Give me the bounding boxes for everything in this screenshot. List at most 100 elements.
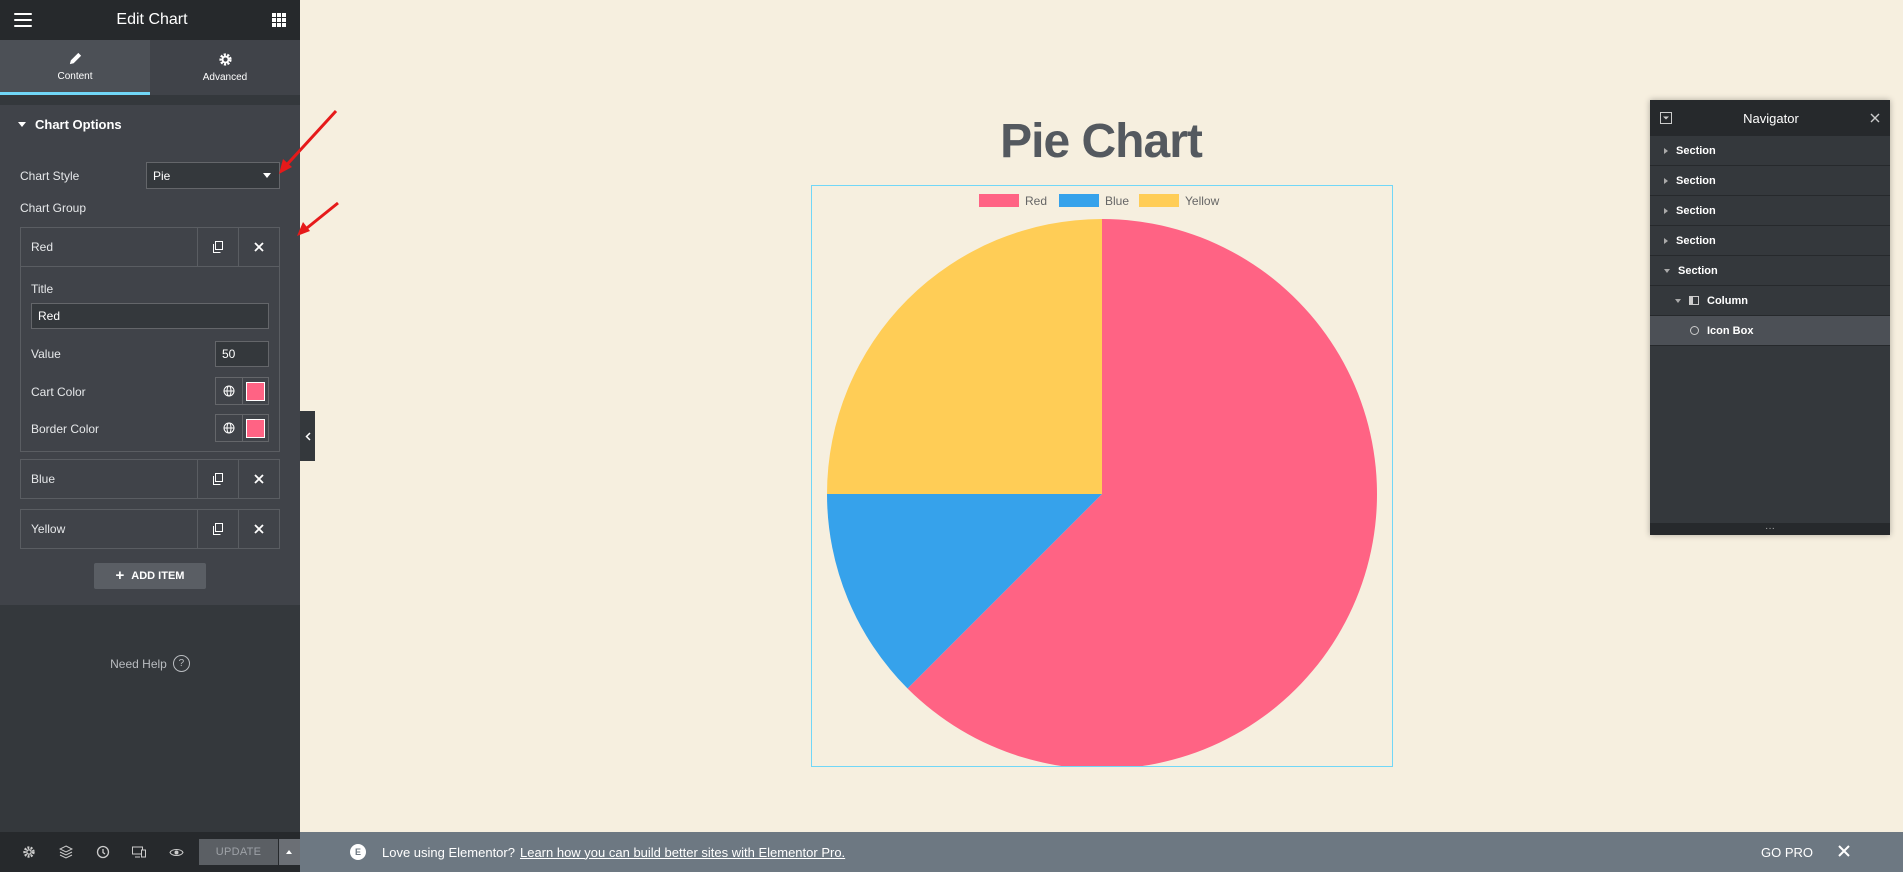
navigator-item-section[interactable]: Section — [1650, 256, 1890, 286]
history-icon[interactable] — [84, 832, 121, 872]
repeater-item-label: Yellow — [31, 522, 66, 536]
repeater-item-blue: Blue — [20, 459, 280, 499]
need-help-label: Need Help — [110, 656, 167, 671]
repeater-item-header[interactable]: Red — [21, 228, 279, 266]
collapse-navigator-icon[interactable] — [1660, 112, 1672, 124]
legend-item-yellow[interactable]: Yellow — [1139, 194, 1220, 208]
pie-chart: Red Blue Yellow — [827, 194, 1377, 769]
annotation-arrow-icon — [279, 109, 338, 174]
repeater-item-header[interactable]: Blue — [21, 460, 279, 498]
responsive-icon[interactable] — [121, 832, 158, 872]
chevron-up-icon — [286, 850, 293, 854]
go-pro-link[interactable]: GO PRO — [1760, 844, 1813, 860]
legend-swatch — [1059, 194, 1099, 207]
cart-color-swatch[interactable] — [243, 378, 268, 404]
chart-style-select[interactable]: Pie — [146, 162, 280, 189]
duplicate-button[interactable] — [197, 228, 238, 266]
repeater-item-yellow: Yellow — [20, 509, 280, 549]
title-input[interactable]: Red — [31, 303, 269, 329]
navigator-panel: Navigator Section Section Section Section Se… — [1650, 100, 1890, 535]
panel-title: Edit Chart — [116, 11, 188, 28]
tab-content-label: Content — [57, 70, 93, 82]
close-icon — [254, 474, 264, 484]
remove-button[interactable] — [238, 510, 279, 548]
navigator-item-icon-box[interactable]: Icon Box — [1650, 316, 1890, 346]
global-colors-button[interactable] — [216, 415, 243, 441]
global-colors-button[interactable] — [216, 378, 243, 404]
pie-slice-red[interactable] — [907, 219, 1377, 769]
caret-down-icon[interactable] — [1664, 268, 1670, 273]
pie-slice-blue[interactable] — [827, 494, 1102, 689]
pie-slice-yellow[interactable] — [827, 219, 1102, 494]
close-icon[interactable] — [1870, 113, 1880, 123]
navigator-resize-handle[interactable]: ··· — [1650, 523, 1890, 535]
repeater-item-header[interactable]: Yellow — [21, 510, 279, 548]
tab-content[interactable]: Content — [0, 40, 150, 95]
panel-tabs: Content Advanced — [0, 40, 300, 95]
caret-right-icon[interactable] — [1664, 207, 1668, 214]
border-color-control — [215, 414, 269, 442]
close-icon[interactable] — [1837, 844, 1851, 858]
navigator-item-column[interactable]: Column — [1650, 286, 1890, 316]
navigator-item-section[interactable]: Section — [1650, 196, 1890, 226]
legend-item-red[interactable]: Red — [979, 194, 1047, 208]
repeater-item-label: Blue — [31, 472, 56, 486]
need-help-link[interactable]: Need Help ? — [0, 655, 300, 672]
close-icon — [254, 242, 264, 252]
update-options-button[interactable] — [278, 839, 301, 865]
cart-color-label: Cart Color — [31, 385, 86, 399]
icon-box-icon — [1690, 326, 1699, 335]
legend-label: Yellow — [1185, 194, 1220, 208]
chart-style-label: Chart Style — [20, 168, 80, 183]
eye-icon[interactable] — [158, 832, 195, 872]
navigator-item-label: Column — [1707, 294, 1748, 307]
legend-label: Blue — [1105, 194, 1129, 208]
caret-right-icon[interactable] — [1664, 147, 1668, 154]
chart-group-label: Chart Group — [20, 201, 87, 215]
duplicate-button[interactable] — [197, 460, 238, 498]
collapse-panel-button[interactable] — [300, 411, 315, 461]
gear-icon — [218, 53, 232, 66]
caret-down-icon[interactable] — [1675, 298, 1681, 303]
menu-icon[interactable] — [14, 13, 32, 27]
layers-icon[interactable] — [47, 832, 84, 872]
navigator-item-section[interactable]: Section — [1650, 136, 1890, 166]
navigator-item-section[interactable]: Section — [1650, 226, 1890, 256]
cart-color-control — [215, 377, 269, 405]
legend-label: Red — [1025, 194, 1047, 208]
tab-advanced[interactable]: Advanced — [150, 40, 300, 95]
globe-icon — [223, 385, 235, 397]
chart-group-control: Chart Group — [20, 201, 280, 215]
add-item-button[interactable]: + ADD ITEM — [94, 563, 206, 589]
repeater-item-body: Title Red Value 50 Cart Color Border Col… — [21, 266, 279, 451]
update-button[interactable]: UPDATE — [199, 839, 278, 865]
value-input[interactable]: 50 — [215, 341, 269, 367]
navigator-header: Navigator — [1650, 100, 1890, 136]
settings-icon[interactable] — [10, 832, 47, 872]
legend-item-blue[interactable]: Blue — [1059, 194, 1129, 208]
remove-button[interactable] — [238, 228, 279, 266]
caret-right-icon[interactable] — [1664, 177, 1668, 184]
chart-style-value: Pie — [153, 168, 171, 183]
page-title: Pie Chart — [1000, 115, 1203, 168]
border-color-swatch[interactable] — [243, 415, 268, 441]
duplicate-button[interactable] — [197, 510, 238, 548]
copy-icon — [213, 523, 223, 535]
question-icon: ? — [172, 655, 190, 672]
chart-widget[interactable]: Red Blue Yellow — [811, 185, 1393, 769]
title-field-label: Title — [31, 282, 54, 296]
caret-right-icon[interactable] — [1664, 237, 1668, 244]
panel-footer: UPDATE — [0, 832, 301, 872]
promo-link[interactable]: Learn how you can build better sites wit… — [519, 844, 846, 860]
chart-options-section[interactable]: Chart Options — [0, 105, 300, 143]
column-icon — [1689, 296, 1699, 305]
navigator-item-label: Icon Box — [1707, 324, 1754, 337]
widgets-grid-icon[interactable] — [271, 13, 286, 27]
legend-swatch — [1139, 194, 1179, 207]
remove-button[interactable] — [238, 460, 279, 498]
tab-advanced-label: Advanced — [202, 72, 248, 83]
annotation-arrow-icon — [297, 201, 339, 236]
pencil-icon — [69, 52, 81, 64]
legend-swatch — [979, 194, 1019, 207]
navigator-item-section[interactable]: Section — [1650, 166, 1890, 196]
